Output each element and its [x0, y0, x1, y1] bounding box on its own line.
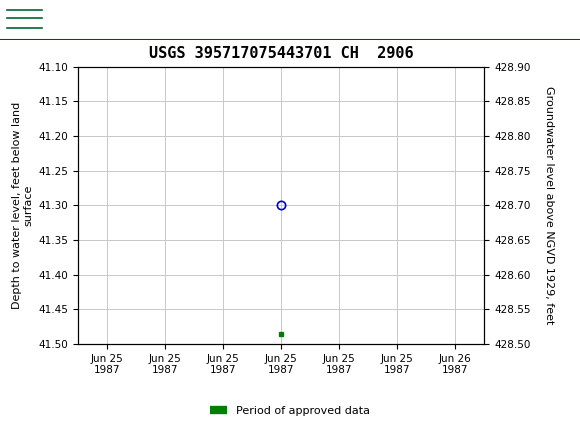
- Bar: [5, 3, 45, 37]
- Y-axis label: Depth to water level, feet below land
surface: Depth to water level, feet below land su…: [12, 102, 33, 309]
- Legend: Period of approved data: Period of approved data: [206, 401, 374, 420]
- Y-axis label: Groundwater level above NGVD 1929, feet: Groundwater level above NGVD 1929, feet: [545, 86, 554, 325]
- Title: USGS 395717075443701 CH  2906: USGS 395717075443701 CH 2906: [149, 46, 414, 61]
- Text: USGS: USGS: [49, 12, 96, 27]
